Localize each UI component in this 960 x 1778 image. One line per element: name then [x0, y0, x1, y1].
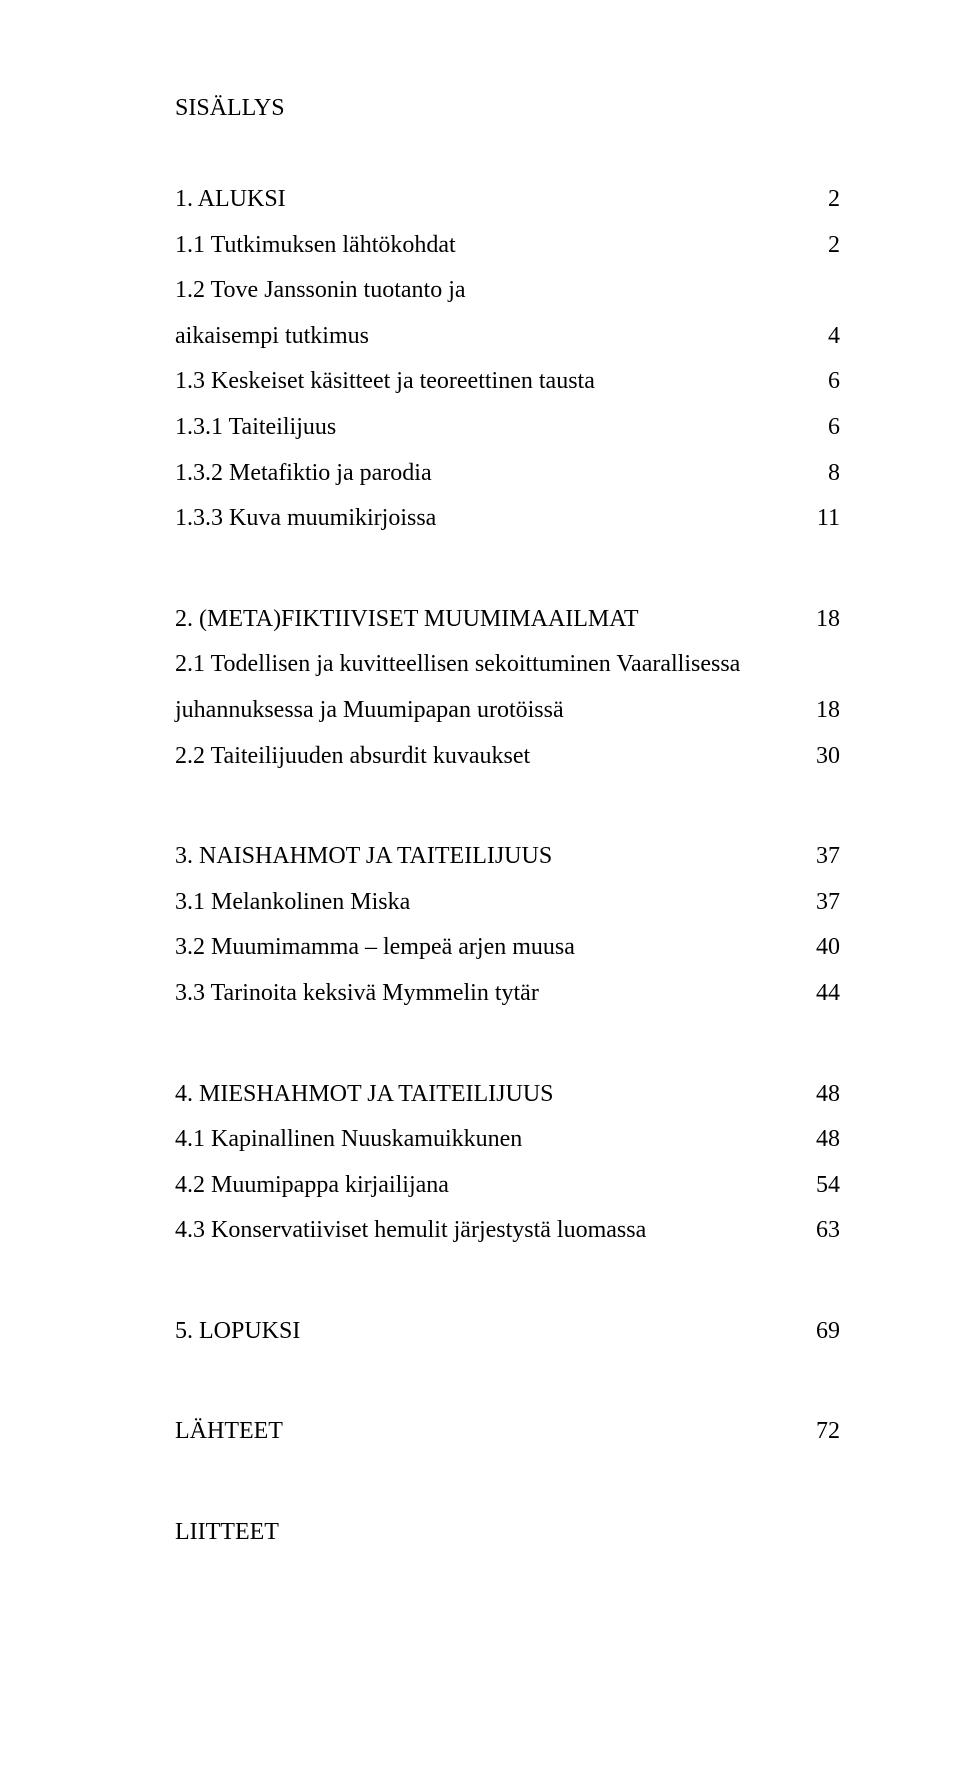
section-gap — [175, 1354, 840, 1409]
toc-line: 1.3.2 Metafiktio ja parodia8 — [175, 451, 840, 497]
toc-page-number: 63 — [800, 1208, 840, 1254]
section-gap — [175, 1455, 840, 1510]
toc-line: 2.2 Taiteilijuuden absurdit kuvaukset30 — [175, 734, 840, 780]
toc-container: 1. ALUKSI21.1 Tutkimuksen lähtökohdat21.… — [175, 177, 840, 1556]
toc-line: juhannuksessa ja Muumipapan urotöissä18 — [175, 688, 840, 734]
toc-line: 3.1 Melankolinen Miska37 — [175, 880, 840, 926]
toc-page-number: 6 — [800, 405, 840, 451]
toc-label: 4.1 Kapinallinen Nuuskamuikkunen — [175, 1117, 800, 1163]
toc-label: 1.3.2 Metafiktio ja parodia — [175, 451, 800, 497]
toc-label: 1.3.1 Taiteilijuus — [175, 405, 800, 451]
toc-label: 1.1 Tutkimuksen lähtökohdat — [175, 223, 800, 269]
toc-label: LÄHTEET — [175, 1409, 800, 1455]
toc-line: 4.2 Muumipappa kirjailijana54 — [175, 1163, 840, 1209]
section-gap — [175, 1017, 840, 1072]
toc-line: 3.2 Muumimamma – lempeä arjen muusa40 — [175, 925, 840, 971]
toc-label: 2. (META)FIKTIIVISET MUUMIMAAILMAT — [175, 597, 800, 643]
toc-line: 1.3 Keskeiset käsitteet ja teoreettinen … — [175, 359, 840, 405]
toc-page-number: 2 — [800, 177, 840, 223]
section-gap — [175, 779, 840, 834]
toc-label: 3. NAISHAHMOT JA TAITEILIJUUS — [175, 834, 800, 880]
toc-label: 5. LOPUKSI — [175, 1309, 800, 1355]
toc-label: 4. MIESHAHMOT JA TAITEILIJUUS — [175, 1072, 800, 1118]
toc-line: 2. (META)FIKTIIVISET MUUMIMAAILMAT18 — [175, 597, 840, 643]
section-gap — [175, 1254, 840, 1309]
toc-line: 1.3.1 Taiteilijuus6 — [175, 405, 840, 451]
toc-label: juhannuksessa ja Muumipapan urotöissä — [175, 688, 800, 734]
toc-page-number: 18 — [800, 597, 840, 643]
toc-line: aikaisempi tutkimus4 — [175, 314, 840, 360]
toc-page-number: 69 — [800, 1309, 840, 1355]
toc-line: 3.3 Tarinoita keksivä Mymmelin tytär44 — [175, 971, 840, 1017]
toc-line-continuation: 2.1 Todellisen ja kuvitteellisen sekoitt… — [175, 642, 840, 688]
toc-page-number: 30 — [800, 734, 840, 780]
toc-page-number: 11 — [800, 496, 840, 542]
toc-line: 4.3 Konservatiiviset hemulit järjestystä… — [175, 1208, 840, 1254]
toc-line-continuation: 1.2 Tove Janssonin tuotanto ja — [175, 268, 840, 314]
toc-line: 3. NAISHAHMOT JA TAITEILIJUUS37 — [175, 834, 840, 880]
toc-page-number: 48 — [800, 1117, 840, 1163]
toc-page-number: 6 — [800, 359, 840, 405]
toc-page-number: 54 — [800, 1163, 840, 1209]
toc-line: 1.1 Tutkimuksen lähtökohdat2 — [175, 223, 840, 269]
toc-label: 1.3.3 Kuva muumikirjoissa — [175, 496, 800, 542]
section-gap — [175, 542, 840, 597]
toc-label: 4.3 Konservatiiviset hemulit järjestystä… — [175, 1208, 800, 1254]
toc-label: 1.3 Keskeiset käsitteet ja teoreettinen … — [175, 359, 800, 405]
toc-page-number: 18 — [800, 688, 840, 734]
toc-page-number: 37 — [800, 880, 840, 926]
toc-page-number: 72 — [800, 1409, 840, 1455]
toc-label: 3.2 Muumimamma – lempeä arjen muusa — [175, 925, 800, 971]
toc-page-number: 48 — [800, 1072, 840, 1118]
toc-label: aikaisempi tutkimus — [175, 314, 800, 360]
toc-label: 3.1 Melankolinen Miska — [175, 880, 800, 926]
toc-label: 2.2 Taiteilijuuden absurdit kuvaukset — [175, 734, 800, 780]
toc-line: 1. ALUKSI2 — [175, 177, 840, 223]
toc-page-number: 4 — [800, 314, 840, 360]
toc-label: 4.2 Muumipappa kirjailijana — [175, 1163, 800, 1209]
toc-page-number: 40 — [800, 925, 840, 971]
toc-line: LÄHTEET72 — [175, 1409, 840, 1455]
toc-line: 5. LOPUKSI69 — [175, 1309, 840, 1355]
toc-page-number: 44 — [800, 971, 840, 1017]
toc-line-continuation: LIITTEET — [175, 1510, 840, 1556]
toc-page-number: 8 — [800, 451, 840, 497]
toc-page-number: 37 — [800, 834, 840, 880]
toc-line: 4. MIESHAHMOT JA TAITEILIJUUS48 — [175, 1072, 840, 1118]
toc-label: 3.3 Tarinoita keksivä Mymmelin tytär — [175, 971, 800, 1017]
toc-line: 1.3.3 Kuva muumikirjoissa11 — [175, 496, 840, 542]
toc-title: SISÄLLYS — [175, 95, 840, 122]
toc-line: 4.1 Kapinallinen Nuuskamuikkunen48 — [175, 1117, 840, 1163]
toc-page-number: 2 — [800, 223, 840, 269]
toc-label: 1. ALUKSI — [175, 177, 800, 223]
